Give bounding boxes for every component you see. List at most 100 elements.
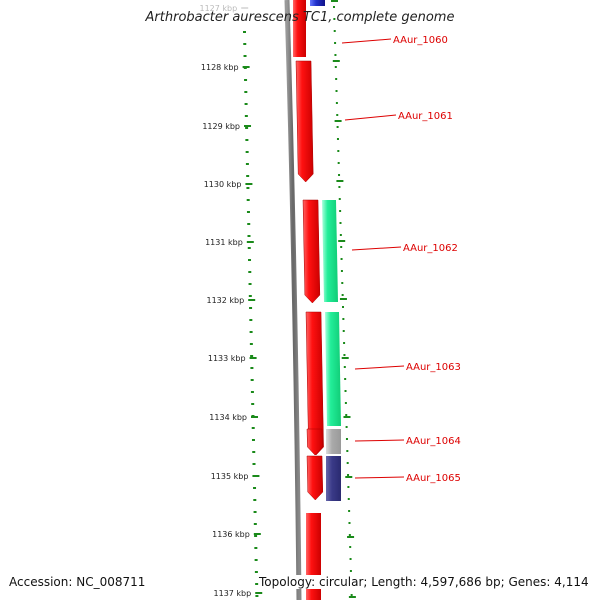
minor-tick <box>346 450 349 452</box>
scale-tick-label: 1134 kbp <box>209 413 247 422</box>
minor-tick <box>349 570 352 572</box>
minor-tick <box>243 55 247 57</box>
minor-tick <box>343 354 346 356</box>
gene-label: AAur_1060 <box>393 35 448 46</box>
minor-tick <box>250 379 254 381</box>
gene-label: AAur_1064 <box>406 436 461 447</box>
minor-tick <box>249 343 253 345</box>
genome-backbone <box>284 0 302 601</box>
major-tick <box>241 7 249 9</box>
minor-tick <box>345 426 348 428</box>
outer-major-tick <box>345 476 353 478</box>
major-tick <box>255 592 263 594</box>
minor-tick <box>348 534 351 536</box>
minor-tick <box>243 31 246 33</box>
minor-tick <box>345 438 348 440</box>
minor-tick <box>345 414 348 416</box>
minor-tick <box>337 162 340 164</box>
outer-major-tick <box>331 0 338 2</box>
cds-feature-green <box>322 200 338 302</box>
outer-major-tick <box>343 416 351 418</box>
topology-label: Topology: circular; Length: 4,597,686 bp… <box>259 575 589 589</box>
minor-tick <box>253 499 257 501</box>
minor-tick <box>341 282 344 284</box>
minor-tick <box>342 330 345 332</box>
minor-tick <box>254 535 258 537</box>
scale-tick-label: 1135 kbp <box>211 472 249 481</box>
major-tick <box>253 533 261 535</box>
minor-tick <box>253 523 257 525</box>
minor-tick <box>336 126 339 128</box>
minor-tick <box>339 210 342 212</box>
minor-tick <box>333 18 336 20</box>
minor-tick <box>247 247 251 249</box>
accession-label: Accession: NC_008711 <box>9 575 146 589</box>
minor-tick <box>254 547 258 549</box>
minor-tick <box>334 42 337 44</box>
minor-tick <box>246 187 250 189</box>
minor-tick <box>338 174 341 176</box>
minor-tick <box>336 138 339 140</box>
minor-tick <box>343 366 346 368</box>
minor-tick <box>342 318 345 320</box>
minor-tick <box>349 558 352 560</box>
scale-tick-label: 1127 kbp <box>199 4 237 13</box>
scale-tick-label: 1131 kbp <box>205 238 243 247</box>
gene-feature-red <box>306 455 324 501</box>
minor-tick <box>334 54 337 56</box>
minor-tick <box>339 222 342 224</box>
minor-tick <box>244 91 248 93</box>
minor-tick <box>245 163 249 165</box>
major-tick <box>252 475 260 477</box>
minor-tick <box>245 139 249 141</box>
major-tick <box>246 241 254 243</box>
minor-tick <box>342 306 344 308</box>
outer-major-tick <box>334 120 342 122</box>
outer-major-tick <box>332 60 340 62</box>
minor-tick <box>249 331 253 333</box>
minor-tick <box>340 246 343 248</box>
minor-tick <box>344 402 347 404</box>
minor-tick <box>349 546 352 548</box>
minor-tick <box>249 307 253 309</box>
minor-tick <box>340 258 343 260</box>
minor-tick <box>246 199 250 201</box>
scale-tick-label: 1128 kbp <box>201 63 239 72</box>
cds-feature-navy <box>326 456 341 501</box>
major-tick <box>245 183 253 185</box>
minor-tick <box>347 498 350 500</box>
outer-major-tick <box>348 596 356 598</box>
gene-label-leader <box>351 246 402 251</box>
minor-tick <box>255 595 259 597</box>
gene-feature-red <box>293 0 306 57</box>
minor-tick <box>337 150 340 152</box>
gene-feature-red <box>302 199 321 304</box>
minor-tick <box>333 6 335 8</box>
gene-label: AAur_1061 <box>398 111 453 122</box>
minor-tick <box>248 271 252 273</box>
outer-major-tick <box>347 536 355 538</box>
minor-tick <box>251 427 255 429</box>
minor-tick <box>250 367 254 369</box>
major-tick <box>244 125 252 127</box>
minor-tick <box>252 463 256 465</box>
minor-tick <box>244 79 248 81</box>
minor-tick <box>335 102 338 104</box>
minor-tick <box>336 114 339 116</box>
major-tick <box>251 416 259 418</box>
scale-tick-label: 1129 kbp <box>202 122 240 131</box>
minor-tick <box>253 487 257 489</box>
scale-tick-label: 1137 kbp <box>214 589 252 598</box>
major-tick <box>242 66 250 68</box>
minor-tick <box>343 342 346 344</box>
minor-tick <box>347 486 350 488</box>
minor-tick <box>246 175 250 177</box>
minor-tick <box>335 90 338 92</box>
gene-feature-red <box>306 428 323 456</box>
minor-tick <box>341 294 344 296</box>
gene-feature-red <box>295 60 314 183</box>
minor-tick <box>248 259 252 261</box>
minor-tick <box>247 235 251 237</box>
